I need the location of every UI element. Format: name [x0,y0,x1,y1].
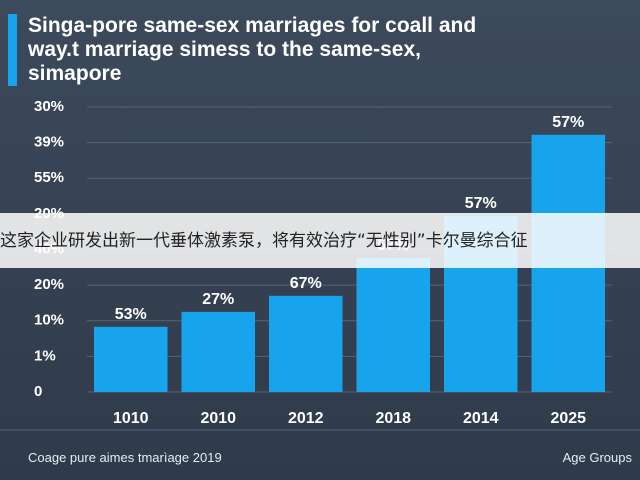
caption-band [0,213,640,268]
bar-label: 53% [115,306,147,323]
x-tick-label: 2012 [288,410,324,427]
x-tick-label: 1010 [113,410,149,427]
y-tick-label: 55% [34,169,64,186]
bar [181,311,255,392]
bar [269,295,343,392]
x-tick-label: 2014 [463,410,499,427]
bar [356,258,430,392]
chart-title-line: Singa-pore same-sex marriages for coall … [28,14,476,37]
chart-title-line: way.t marriage simess to the same-sex, [27,38,421,61]
y-tick-label: 0 [34,383,42,400]
x-tick-label: 2025 [550,410,586,427]
y-tick-label: 10% [34,312,64,329]
x-tick-label: 2010 [200,410,236,427]
footer-source: Coage pure aimes tmarìage 2019 [28,450,222,465]
y-tick-label: 39% [34,134,64,151]
y-tick-label: 20% [34,276,64,293]
caption-text: 这家企业研发出新一代垂体激素泵，将有效治疗“无性别”卡尔曼综合征 [0,231,528,251]
overlay: 这家企业研发出新一代垂体激素泵，将有效治疗“无性别”卡尔曼综合征 [0,213,640,268]
bar-label: 67% [290,275,322,292]
bar-label: 57% [552,114,584,131]
accent-bar [8,14,17,86]
y-tick-label: 30% [34,98,64,115]
bar-label: 27% [202,291,234,308]
y-tick-label: 1% [34,347,56,364]
footer-label: Age Groups [563,450,633,465]
bar-label: 57% [465,195,497,212]
chart-title-line: simapore [28,62,121,85]
bar [94,326,168,392]
x-tick-label: 2018 [375,410,411,427]
